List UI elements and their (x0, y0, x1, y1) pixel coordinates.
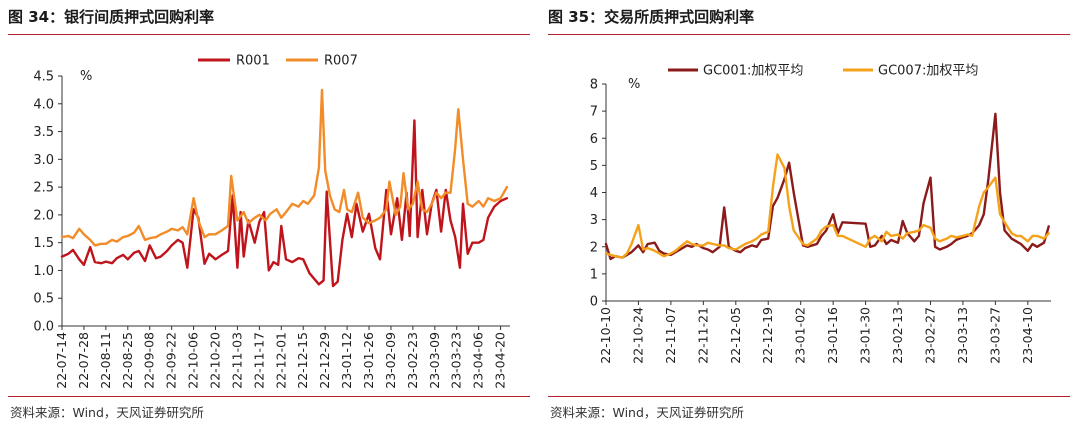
figure-34-title: 图 34：银行间质押式回购利率 (8, 8, 215, 26)
y-tick-label: 4.5 (33, 70, 54, 85)
x-tick-label: 23-01-30 (858, 307, 873, 364)
x-tick-label: 23-02-09 (383, 332, 398, 389)
x-tick-label: 23-03-23 (449, 332, 464, 389)
x-tick-label: 23-02-27 (922, 307, 937, 364)
x-tick-label: 23-01-16 (825, 307, 840, 364)
x-tick-label: 23-01-02 (793, 307, 808, 364)
unit-label: % (80, 69, 92, 84)
x-tick-label: 23-04-20 (493, 332, 508, 389)
unit-label: % (628, 77, 640, 92)
y-tick-label: 5 (590, 159, 598, 174)
x-tick-label: 22-07-28 (76, 332, 91, 389)
figure-34: 图 34：银行间质押式回购利率 0.0 0.5 1.0 1.5 2.0 2.5 3.0 3.5… (8, 0, 540, 424)
legend-label-0: GC001:加权平均 (703, 63, 803, 79)
x-tick-label: 23-01-26 (361, 332, 376, 389)
y-tick-label: 6 (590, 132, 598, 147)
x-tick-label: 23-01-12 (339, 332, 354, 389)
series-line-0 (60, 119, 509, 288)
x-tick-label: 22-10-06 (186, 332, 201, 389)
x-tick-label: 22-11-17 (251, 332, 266, 389)
y-tick-label: 1 (590, 267, 598, 282)
y-tick-label: 2.0 (33, 208, 54, 223)
y-tick-label: 0 (590, 295, 598, 310)
y-tick-label: 3.0 (33, 153, 54, 168)
x-tick-label: 22-07-14 (54, 332, 69, 389)
y-tick-label: 8 (590, 78, 598, 93)
y-tick-label: 0.5 (33, 292, 54, 307)
x-tick-label: 22-09-22 (164, 332, 179, 389)
figure-34-source: 资料来源：Wind，天风证券研究所 (10, 405, 204, 420)
x-tick-label: 22-11-07 (663, 307, 678, 364)
x-tick-label: 22-12-15 (295, 332, 310, 389)
figure-35-top-rule (548, 34, 1070, 35)
x-tick-label: 22-10-24 (630, 307, 645, 364)
x-tick-label: 22-11-03 (229, 332, 244, 389)
y-tick-label: 1.5 (33, 236, 54, 251)
y-tick-label: 0.0 (33, 320, 54, 335)
series-line-0 (604, 112, 1050, 261)
x-tick-label: 22-12-19 (760, 307, 775, 364)
series-line-1 (604, 153, 1050, 259)
figure-34-bottom-rule (8, 396, 530, 397)
figure-35-title: 图 35：交易所质押式回购利率 (548, 8, 755, 26)
figure-35-source: 资料来源：Wind，天风证券研究所 (550, 405, 744, 420)
y-tick-label: 2.5 (33, 181, 54, 196)
y-tick-label: 4.0 (33, 97, 54, 112)
legend-label-0: R001 (236, 54, 270, 69)
x-tick-label: 22-12-01 (273, 332, 288, 389)
figure-35: 图 35：交易所质押式回购利率 0 1 2 3 4 5 6 7 8% 22-10-10 22-10-… (548, 0, 1080, 424)
x-tick-label: 23-04-10 (1020, 307, 1035, 364)
x-tick-label: 23-03-13 (955, 307, 970, 364)
x-tick-label: 22-08-11 (98, 332, 113, 389)
x-tick-label: 22-11-21 (695, 307, 710, 364)
y-tick-label: 2 (590, 240, 598, 255)
x-tick-label: 23-03-27 (987, 307, 1002, 364)
figure-35-chart: 0 1 2 3 4 5 6 7 8 % 22-10-10 22-10-24 22-11-07 22-11-… (590, 63, 1051, 364)
x-tick-label: 23-02-13 (890, 307, 905, 364)
y-tick-label: 3.5 (33, 125, 54, 140)
y-tick-label: 7 (590, 105, 598, 120)
series-line-1 (60, 88, 509, 247)
legend-label-1: R007 (324, 54, 358, 69)
x-tick-label: 23-02-23 (405, 332, 420, 389)
figure-34-chart: 0.0 0.5 1.0 1.5 2.0 2.5 3.0 3.5 4.0 4.5 % 22-07-14 2… (33, 54, 510, 389)
y-tick-label: 4 (590, 186, 598, 201)
x-tick-label: 23-04-06 (471, 332, 486, 389)
x-tick-label: 22-08-25 (120, 332, 135, 389)
x-tick-label: 22-10-20 (208, 332, 223, 389)
x-tick-label: 23-03-09 (427, 332, 442, 389)
y-tick-label: 1.0 (33, 264, 54, 279)
x-tick-label: 22-12-29 (317, 332, 332, 389)
figure-35-bottom-rule (548, 396, 1070, 397)
x-tick-label: 22-10-10 (598, 307, 613, 364)
y-tick-label: 3 (590, 213, 598, 228)
x-tick-label: 22-09-08 (142, 332, 157, 389)
legend-label-1: GC007:加权平均 (878, 63, 978, 79)
x-tick-label: 22-12-05 (728, 307, 743, 364)
figure-34-top-rule (8, 34, 530, 35)
